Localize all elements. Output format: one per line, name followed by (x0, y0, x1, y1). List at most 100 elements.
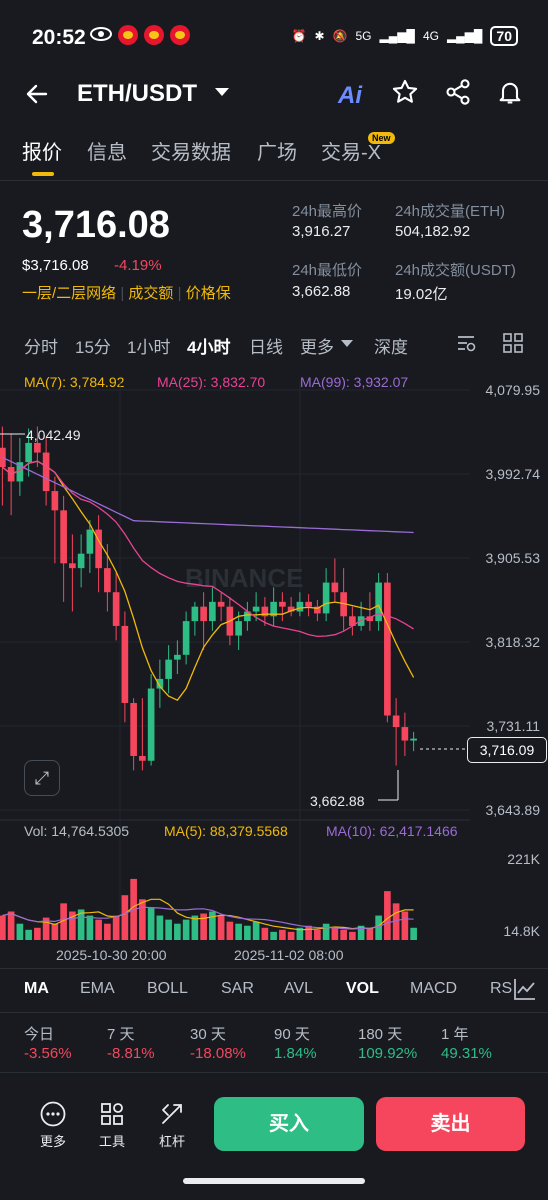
volume-bar (7, 911, 15, 940)
price-axis-label: 3,992.74 (486, 466, 541, 482)
tag-layer[interactable]: 一层/二层网络 (22, 285, 117, 302)
tools-icon (101, 1103, 123, 1125)
time-label-2: 2025-11-02 08:00 (234, 947, 344, 960)
perf-180d-label: 180 天 (358, 1026, 403, 1043)
tag-volume[interactable]: 成交额 (128, 285, 174, 302)
weibo-icon (118, 25, 138, 45)
timeframe-4h[interactable]: 4小时 (187, 338, 231, 357)
chart-settings-icon[interactable] (455, 332, 477, 359)
candle-body (130, 702, 137, 756)
timeframe-1d[interactable]: 日线 (249, 338, 283, 357)
volume-bar (16, 923, 24, 940)
grid-layout-icon[interactable] (502, 332, 524, 359)
volume-bar (252, 921, 260, 940)
indicator-rsi[interactable]: RS (490, 980, 513, 997)
buy-button[interactable]: 买入 (214, 1097, 364, 1151)
volume-bar (104, 923, 111, 940)
chevron-down-icon[interactable] (215, 88, 229, 96)
bottom-action-bar (0, 1072, 548, 1200)
fullscreen-icon[interactable]: ⤢ (24, 760, 60, 796)
candle-body (410, 738, 417, 741)
volume-bar (235, 923, 242, 940)
volume-bar (121, 895, 129, 940)
weibo-icon (170, 25, 190, 45)
more-dots-icon (40, 1101, 66, 1127)
chevron-down-icon[interactable] (341, 340, 353, 347)
candle-body (165, 659, 172, 679)
candle-body (287, 606, 295, 612)
candle-body (16, 462, 24, 482)
indicator-settings-icon[interactable] (512, 976, 538, 1007)
candle-body (279, 601, 286, 607)
indicator-ema[interactable]: EMA (80, 980, 115, 997)
volume-bar (244, 925, 251, 940)
candle-body (112, 592, 120, 626)
bluetooth-icon: ✱ (314, 29, 325, 43)
candlestick-chart[interactable]: BINANCE 4,079.95 3,992.74 3,905.53 3,818.32… (0, 380, 548, 960)
candle-body (314, 606, 321, 614)
indicator-ma[interactable]: MA (24, 980, 49, 997)
volume-bar (25, 929, 32, 940)
star-icon[interactable] (391, 78, 419, 113)
more-button[interactable]: 更多 (28, 1100, 78, 1150)
timeframe-1s[interactable]: 分时 (24, 338, 58, 357)
tab-trade-x[interactable]: 交易-X (321, 142, 381, 164)
header: ETH/USDT Ai (0, 72, 548, 120)
vol-axis-min: 14.8K (503, 923, 540, 939)
timeframe-depth[interactable]: 深度 (374, 338, 408, 357)
high-value: 3,916.27 (292, 223, 351, 240)
candle-body (191, 606, 199, 622)
tab-trading-data[interactable]: 交易数据 (151, 142, 231, 164)
vol-ma5-line (2, 898, 414, 931)
candle-body (366, 616, 374, 622)
vol-eth-label: 24h成交量(ETH) (395, 203, 506, 220)
indicator-avl[interactable]: AVL (284, 980, 314, 997)
ai-icon[interactable]: Ai (338, 82, 362, 109)
sell-button[interactable]: 卖出 (376, 1097, 525, 1151)
tab-bar: 报价 信息 交易数据 广场 交易-X New (0, 130, 548, 181)
pair-selector[interactable]: ETH/USDT (77, 80, 197, 107)
timeframe-15m[interactable]: 15分 (75, 338, 111, 357)
back-arrow-icon[interactable] (24, 80, 52, 115)
tab-square[interactable]: 广场 (257, 142, 297, 164)
volume-bar (287, 931, 295, 940)
candle-body (217, 601, 225, 607)
indicator-boll[interactable]: BOLL (147, 980, 188, 997)
volume-bar (112, 915, 120, 940)
candle-body (340, 592, 347, 617)
candle-body (322, 582, 330, 614)
ma7-line (1, 460, 415, 702)
new-badge: New (368, 132, 395, 144)
candle-body (25, 442, 32, 463)
indicator-vol[interactable]: VOL (346, 980, 379, 997)
price-axis-label: 4,079.95 (486, 382, 541, 398)
timeframe-more[interactable]: 更多 (300, 338, 334, 357)
tab-info[interactable]: 信息 (87, 142, 127, 164)
share-icon[interactable] (444, 78, 472, 113)
indicator-sar[interactable]: SAR (221, 980, 254, 997)
volume-bar (165, 919, 172, 940)
indicator-macd[interactable]: MACD (410, 980, 458, 997)
price-axis-label: 3,818.32 (486, 634, 541, 650)
tag-price-protect[interactable]: 价格保 (185, 285, 231, 302)
timeframe-1h[interactable]: 1小时 (127, 338, 171, 357)
signal-4g: 4G (422, 29, 439, 43)
volume-bar (226, 921, 234, 940)
high-marker: 4,042.49 (26, 427, 81, 443)
tools-button[interactable]: 工具 (87, 1100, 137, 1150)
bell-icon[interactable] (496, 78, 524, 113)
candle-body (244, 611, 251, 622)
perf-today-label: 今日 (24, 1026, 55, 1043)
candle-body (349, 616, 356, 626)
volume-bar (401, 911, 409, 940)
volume-bar (147, 907, 155, 940)
low-marker: 3,662.88 (310, 793, 365, 809)
candle-body (60, 510, 67, 564)
leverage-button[interactable]: 杠杆 (147, 1100, 197, 1150)
current-price-tag[interactable]: 3,716.09 (467, 737, 547, 763)
last-price: 3,716.08 (22, 204, 170, 246)
vol-ma10-legend: MA(10): 62,417.1466 (326, 823, 458, 839)
candle-body (252, 606, 260, 612)
tab-quote[interactable]: 报价 (22, 142, 62, 164)
alarm-icon: ⏰ (291, 29, 307, 43)
